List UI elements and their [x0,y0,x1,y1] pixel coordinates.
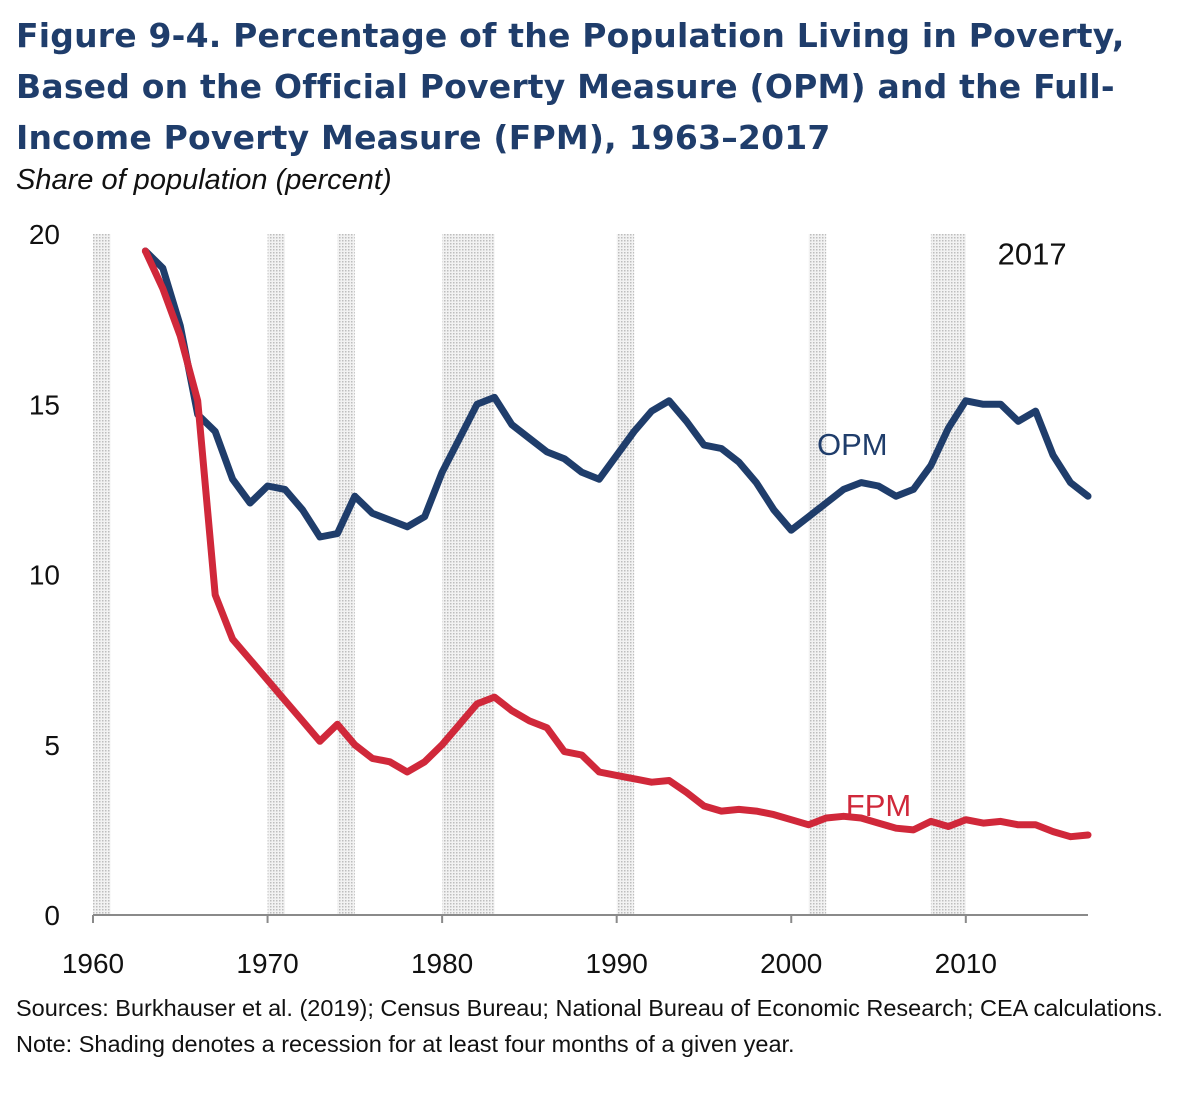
y-tick-label-10: 10 [29,560,60,591]
year-annotation: 2017 [998,236,1067,271]
recession-band-2008 [930,234,949,915]
y-tick-label-0: 0 [44,900,60,931]
axes [92,914,1088,923]
recession-band-2009 [948,234,966,915]
series-labels: OPM FPM 2017 [817,236,1067,823]
recession-band-1990 [616,234,635,915]
recession-band-2001 [808,234,827,915]
recession-band-1960 [93,234,111,915]
chart-notes: Sources: Burkhauser et al. (2019); Censu… [16,990,1186,1062]
x-tick-label-2010: 2010 [935,948,997,979]
chart-title: Figure 9-4. Percentage of the Population… [16,16,1125,157]
y-tick-label-5: 5 [44,730,60,761]
recession-band-1981 [459,234,478,915]
series-label-opm: OPM [817,427,888,462]
line-chart: 1960 1970 1980 1990 2000 2010 0 5 10 15 20 OPM FPM 2… [29,219,1092,979]
series-label-fpm: FPM [846,788,911,823]
series-line-opm [141,247,1092,541]
series-line-fpm [141,247,1092,841]
recession-band-1980 [442,234,460,915]
x-tick-label-1980: 1980 [411,948,473,979]
recession-band-1970 [267,234,286,915]
x-tick-label-2000: 2000 [760,948,822,979]
y-tick-label-15: 15 [29,389,60,420]
x-tick-label-1990: 1990 [586,948,648,979]
note-text: Note: Shading denotes a recession for at… [16,1031,795,1057]
recession-band-1974 [337,234,355,915]
y-tick-label-20: 20 [29,219,60,250]
series-lines [141,247,1092,841]
sources-text: Sources: Burkhauser et al. (2019); Censu… [16,995,1163,1021]
y-axis-label: Share of population (percent) [16,164,392,196]
x-tick-label-1960: 1960 [62,948,124,979]
tick-labels: 1960 1970 1980 1990 2000 2010 0 5 10 15 20 [29,219,997,979]
x-tick-label-1970: 1970 [236,948,298,979]
recession-band-1982 [477,234,495,915]
recession-shading [93,234,966,915]
